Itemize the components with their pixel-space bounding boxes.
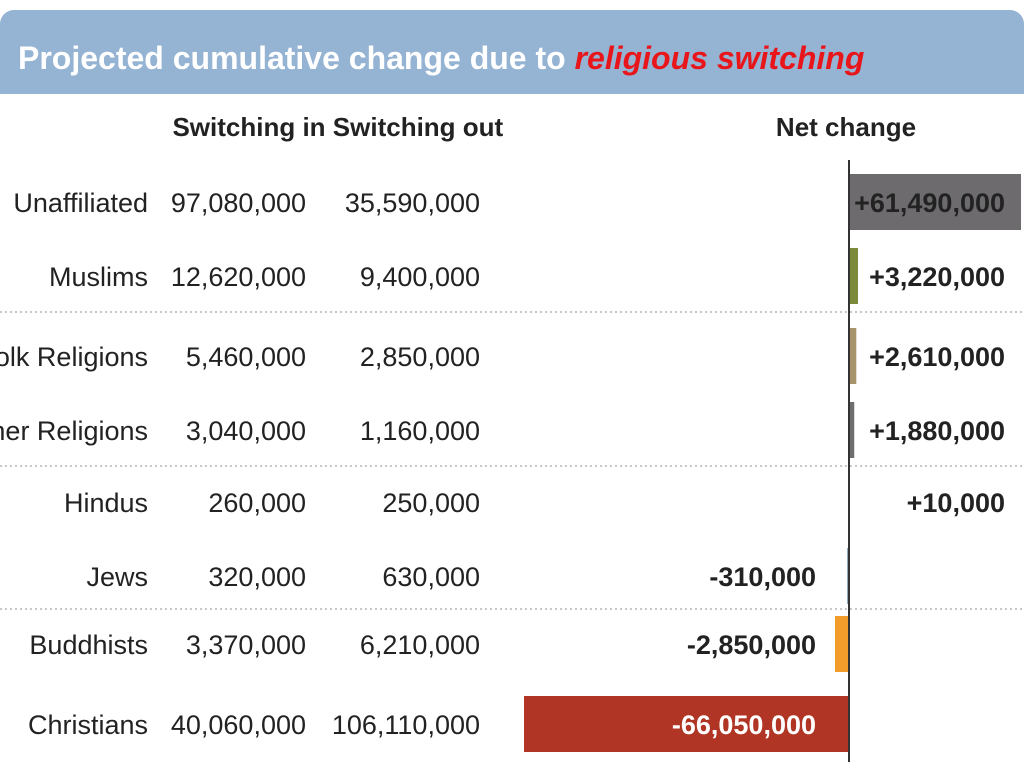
switching-out-value: 250,000 bbox=[382, 488, 480, 518]
title-highlight: religious switching bbox=[574, 40, 865, 76]
net-change-label: +3,220,000 bbox=[869, 262, 1005, 292]
switching-out-value: 6,210,000 bbox=[360, 630, 480, 660]
chart-svg: Switching in Switching out Net change Unaff… bbox=[0, 112, 1024, 762]
switching-out-value: 9,400,000 bbox=[360, 262, 480, 292]
switching-in-value: 12,620,000 bbox=[171, 262, 306, 292]
slide-title: Projected cumulative change due to relig… bbox=[18, 40, 864, 77]
switching-in-value: 320,000 bbox=[208, 562, 306, 592]
row-label: Muslims bbox=[49, 262, 148, 292]
net-change-label: +1,880,000 bbox=[869, 416, 1005, 446]
row-label: Other Religions bbox=[0, 416, 148, 446]
switching-out-value: 35,590,000 bbox=[345, 188, 480, 218]
row-label: Hindus bbox=[64, 488, 148, 518]
net-change-label: +2,610,000 bbox=[869, 342, 1005, 372]
net-change-bar bbox=[524, 696, 849, 752]
switching-out-value: 106,110,000 bbox=[332, 710, 480, 740]
net-change-label: -310,000 bbox=[709, 562, 816, 592]
switching-out-value: 1,160,000 bbox=[360, 416, 480, 446]
net-change-label: -66,050,000 bbox=[672, 710, 816, 740]
net-change-bar bbox=[849, 174, 1021, 230]
net-change-bar bbox=[849, 248, 859, 304]
net-change-label: +10,000 bbox=[907, 488, 1005, 518]
switching-out-value: 2,850,000 bbox=[360, 342, 480, 372]
row-label: Buddhists bbox=[29, 630, 148, 660]
net-change-bar bbox=[834, 616, 849, 672]
switching-in-value: 3,040,000 bbox=[186, 416, 306, 446]
switching-in-value: 5,460,000 bbox=[186, 342, 306, 372]
switching-in-value: 3,370,000 bbox=[186, 630, 306, 660]
net-change-label: +61,490,000 bbox=[854, 188, 1005, 218]
switching-out-value: 630,000 bbox=[382, 562, 480, 592]
switching-in-value: 40,060,000 bbox=[171, 710, 306, 740]
title-prefix: Projected cumulative change due to bbox=[18, 40, 575, 76]
title-bar bbox=[0, 10, 1024, 94]
row-label: Christians bbox=[28, 710, 148, 740]
switching-chart: Switching in Switching out Net change Unaff… bbox=[0, 94, 1024, 768]
header-net-change: Net change bbox=[776, 112, 916, 142]
header-switching-in: Switching in bbox=[172, 112, 325, 142]
row-label: Jews bbox=[86, 562, 148, 592]
switching-in-value: 97,080,000 bbox=[171, 188, 306, 218]
row-label: Unaffiliated bbox=[13, 188, 148, 218]
net-change-bar bbox=[849, 328, 857, 384]
net-change-bar bbox=[849, 402, 855, 458]
header-switching-out: Switching out bbox=[333, 112, 504, 142]
switching-in-value: 260,000 bbox=[208, 488, 306, 518]
net-change-label: -2,850,000 bbox=[687, 630, 816, 660]
row-label: Folk Religions bbox=[0, 342, 148, 372]
